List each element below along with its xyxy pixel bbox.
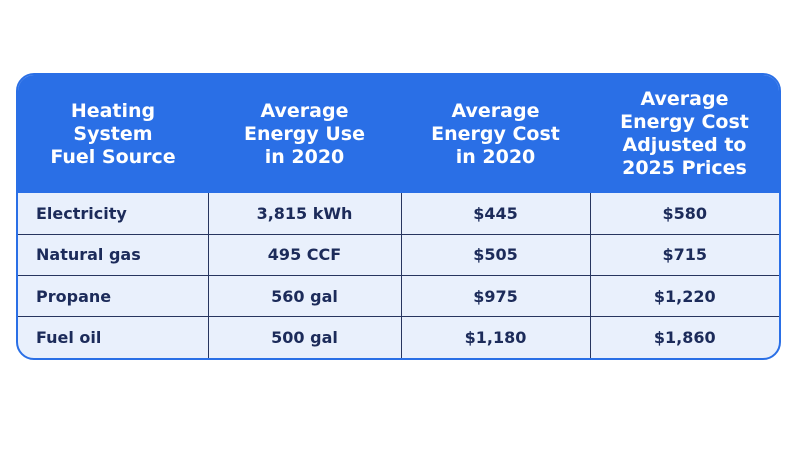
- energy-use-cell: 500 gal: [208, 316, 402, 358]
- energy-use-cell: 3,815 kWh: [208, 193, 402, 235]
- adjusted-cost-cell: $580: [662, 203, 708, 223]
- table-row: Electricity 3,815 kWh $445 $580: [18, 193, 779, 235]
- energy-cost-cell: $445: [401, 193, 591, 235]
- header-energy-use: Average Energy Use in 2020: [208, 75, 401, 193]
- header-row: Heating System Fuel Source Average Energ…: [18, 75, 779, 193]
- adjusted-cost-cell: $1,220: [590, 274, 779, 317]
- adjusted-cost-cell: $1,860: [590, 316, 779, 358]
- adjusted-cost-cell: $715: [590, 233, 779, 276]
- fuel-source-cell: Electricity: [18, 193, 209, 235]
- fuel-source-cell: Propane: [18, 274, 209, 317]
- table-row: Natural gas 495 CCF $505 $715: [18, 233, 779, 276]
- energy-cost-cell: $1,180: [401, 316, 591, 358]
- energy-use-cell: 495 CCF: [208, 233, 402, 276]
- table-grid: Heating System Fuel Source Average Energ…: [18, 75, 779, 358]
- header-adjusted-cost: Average Energy Cost Adjusted to 2025 Pri…: [590, 75, 779, 193]
- table-row: Propane 560 gal $975 $1,220: [18, 274, 779, 317]
- header-fuel-source: Heating System Fuel Source: [18, 75, 208, 193]
- energy-use-cell: 560 gal: [208, 274, 402, 317]
- header-energy-cost: Average Energy Cost in 2020: [401, 75, 590, 193]
- table-row: Fuel oil 500 gal $1,180 $1,860: [18, 316, 779, 358]
- fuel-source-cell: Natural gas: [18, 233, 209, 276]
- heating-cost-table: Heating System Fuel Source Average Energ…: [16, 73, 781, 360]
- energy-cost-cell: $505: [401, 233, 591, 276]
- energy-cost-cell: $975: [401, 274, 591, 317]
- fuel-source-cell: Fuel oil: [18, 316, 209, 358]
